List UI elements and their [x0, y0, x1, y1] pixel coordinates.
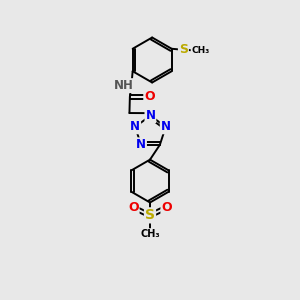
Text: N: N: [136, 138, 146, 151]
Text: CH₃: CH₃: [191, 46, 210, 55]
Text: NH: NH: [113, 79, 134, 92]
Text: N: N: [130, 120, 140, 133]
Text: S: S: [179, 43, 188, 56]
Text: O: O: [128, 201, 139, 214]
Text: CH₃: CH₃: [140, 229, 160, 239]
Text: N: N: [161, 120, 171, 133]
Text: N: N: [146, 109, 155, 122]
Text: S: S: [145, 208, 155, 222]
Text: O: O: [161, 201, 172, 214]
Text: O: O: [144, 91, 155, 103]
